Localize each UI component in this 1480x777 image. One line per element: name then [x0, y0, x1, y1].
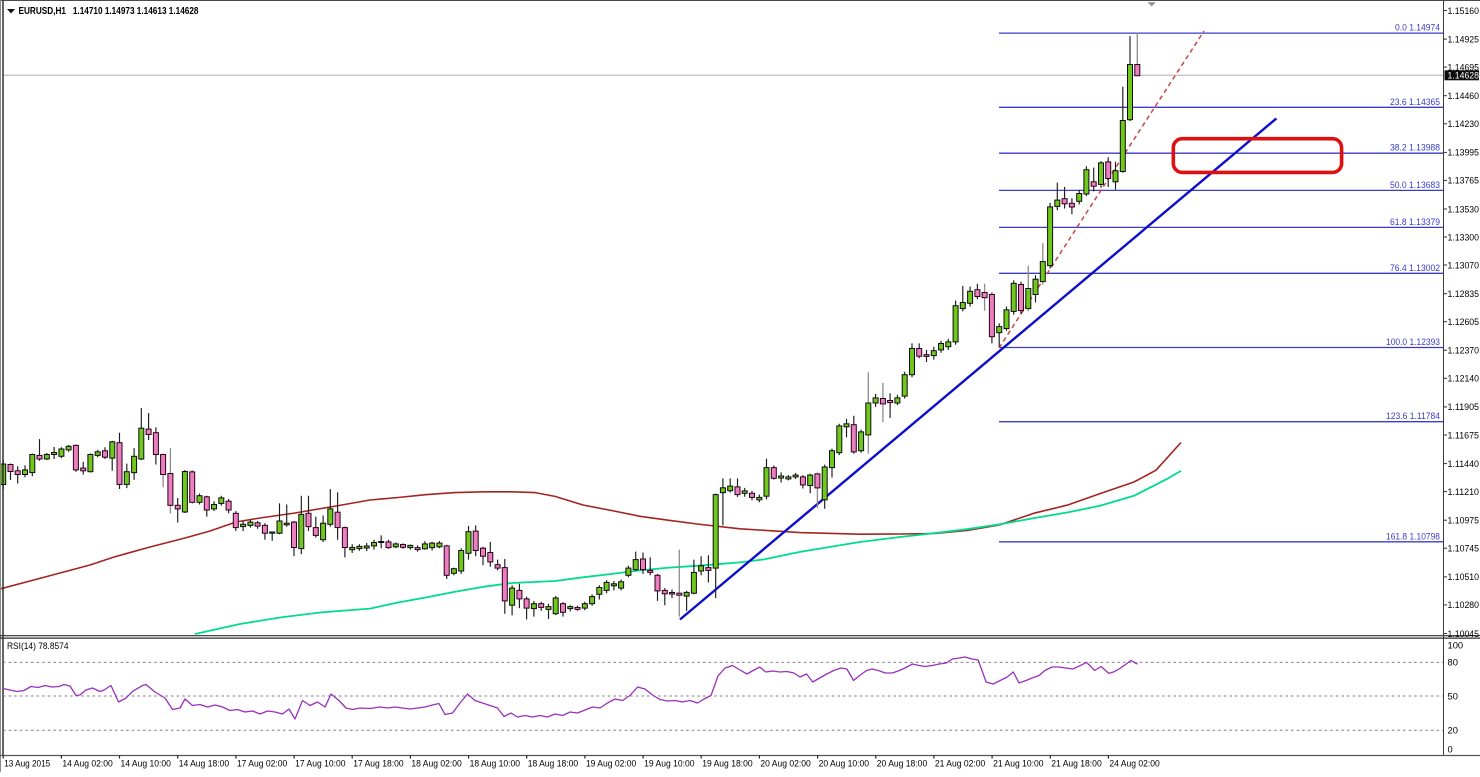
svg-text:100.0 1.12393: 100.0 1.12393: [1386, 337, 1440, 348]
svg-text:23.6 1.14365: 23.6 1.14365: [1390, 97, 1440, 108]
svg-text:17 Aug 10:00: 17 Aug 10:00: [295, 759, 345, 770]
svg-text:1.11210: 1.11210: [1448, 487, 1480, 498]
svg-text:18 Aug 10:00: 18 Aug 10:00: [470, 759, 520, 770]
svg-text:21 Aug 02:00: 21 Aug 02:00: [935, 759, 985, 770]
svg-text:1.10280: 1.10280: [1448, 600, 1480, 611]
svg-text:0: 0: [1448, 744, 1453, 755]
svg-text:18 Aug 18:00: 18 Aug 18:00: [528, 759, 578, 770]
svg-text:19 Aug 10:00: 19 Aug 10:00: [644, 759, 694, 770]
svg-text:50.0 1.13683: 50.0 1.13683: [1390, 180, 1440, 191]
svg-text:1.10745: 1.10745: [1448, 544, 1480, 555]
svg-text:50: 50: [1448, 691, 1458, 702]
svg-text:1.12835: 1.12835: [1448, 289, 1480, 300]
svg-text:21 Aug 18:00: 21 Aug 18:00: [1051, 759, 1101, 770]
svg-text:1.14925: 1.14925: [1448, 34, 1480, 45]
svg-text:19 Aug 02:00: 19 Aug 02:00: [586, 759, 636, 770]
svg-text:20 Aug 02:00: 20 Aug 02:00: [760, 759, 810, 770]
svg-text:19 Aug 18:00: 19 Aug 18:00: [702, 759, 752, 770]
svg-text:1.14628: 1.14628: [1448, 71, 1480, 82]
svg-text:1.15160: 1.15160: [1448, 6, 1480, 17]
svg-text:0.0 1.14974: 0.0 1.14974: [1395, 23, 1440, 34]
svg-text:1.12370: 1.12370: [1448, 346, 1480, 357]
svg-text:1.14460: 1.14460: [1448, 91, 1480, 102]
svg-text:1.10975: 1.10975: [1448, 516, 1480, 527]
svg-text:1.11440: 1.11440: [1448, 459, 1480, 470]
svg-text:13 Aug 2015: 13 Aug 2015: [4, 759, 50, 770]
svg-text:21 Aug 10:00: 21 Aug 10:00: [993, 759, 1043, 770]
svg-text:100: 100: [1448, 640, 1464, 651]
svg-text:1.11905: 1.11905: [1448, 402, 1480, 413]
svg-text:1.14695: 1.14695: [1448, 62, 1480, 73]
svg-text:18 Aug 02:00: 18 Aug 02:00: [411, 759, 461, 770]
svg-text:20 Aug 10:00: 20 Aug 10:00: [819, 759, 869, 770]
svg-text:161.8 1.10798: 161.8 1.10798: [1386, 531, 1440, 542]
svg-text:1.13530: 1.13530: [1448, 204, 1480, 215]
svg-text:1.13300: 1.13300: [1448, 232, 1480, 243]
svg-text:1.14230: 1.14230: [1448, 119, 1480, 130]
svg-text:14 Aug 10:00: 14 Aug 10:00: [121, 759, 171, 770]
svg-text:17 Aug 18:00: 17 Aug 18:00: [353, 759, 403, 770]
svg-text:EURUSD,H1 1.14710 1.14973 1.: EURUSD,H1 1.14710 1.14973 1.14613 1.1462…: [19, 6, 199, 17]
svg-text:14 Aug 02:00: 14 Aug 02:00: [62, 759, 112, 770]
svg-text:1.11675: 1.11675: [1448, 430, 1480, 441]
svg-text:80: 80: [1448, 658, 1458, 669]
svg-text:14 Aug 18:00: 14 Aug 18:00: [179, 759, 229, 770]
svg-text:61.8 1.13379: 61.8 1.13379: [1390, 217, 1440, 228]
svg-text:123.6 1.11784: 123.6 1.11784: [1386, 411, 1440, 422]
svg-text:1.10045: 1.10045: [1448, 629, 1480, 640]
svg-text:38.2 1.13988: 38.2 1.13988: [1390, 143, 1440, 154]
svg-text:1.13765: 1.13765: [1448, 176, 1480, 187]
svg-text:RSI(14) 78.8574: RSI(14) 78.8574: [7, 641, 69, 652]
svg-text:76.4 1.13002: 76.4 1.13002: [1390, 263, 1440, 274]
svg-text:24 Aug 02:00: 24 Aug 02:00: [1109, 759, 1159, 770]
svg-text:1.13070: 1.13070: [1448, 260, 1480, 271]
svg-text:20 Aug 18:00: 20 Aug 18:00: [877, 759, 927, 770]
svg-text:1.12140: 1.12140: [1448, 374, 1480, 385]
svg-text:20: 20: [1448, 726, 1458, 737]
svg-text:1.13995: 1.13995: [1448, 148, 1480, 159]
svg-text:17 Aug 02:00: 17 Aug 02:00: [237, 759, 287, 770]
svg-text:1.10510: 1.10510: [1448, 572, 1480, 583]
svg-text:1.12605: 1.12605: [1448, 317, 1480, 328]
